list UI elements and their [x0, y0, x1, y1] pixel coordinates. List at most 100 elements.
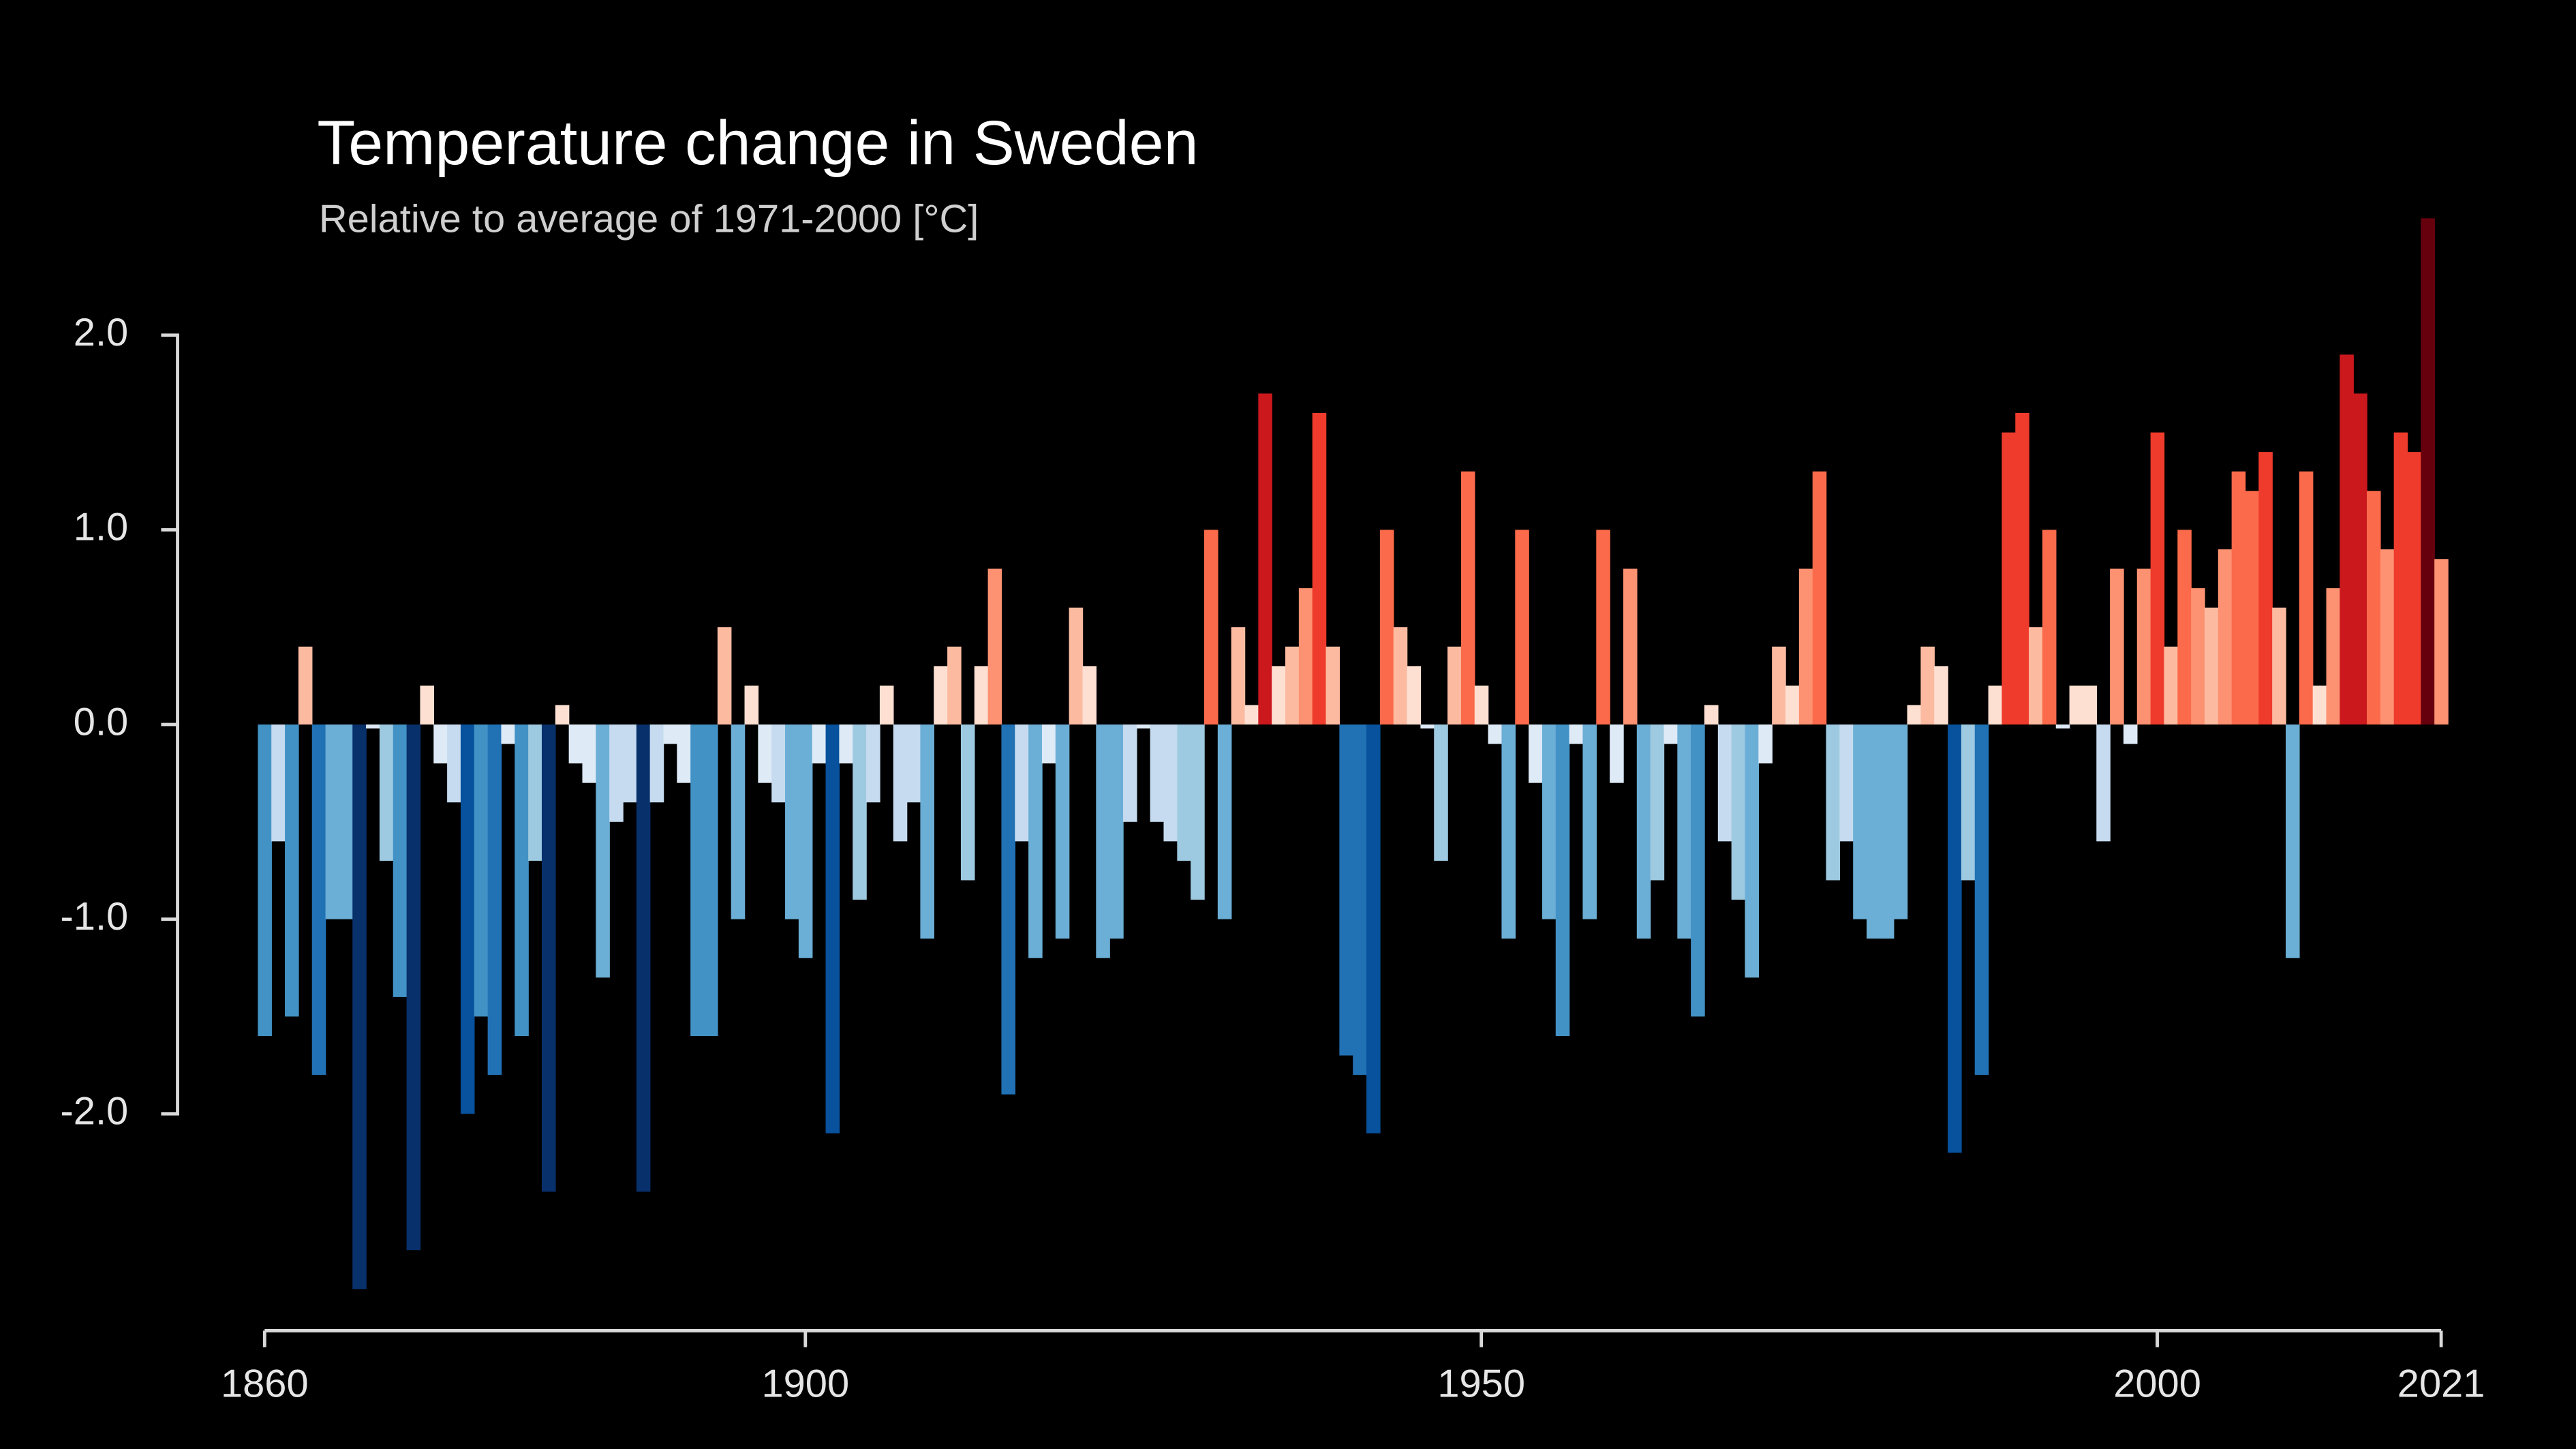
bar: [1434, 724, 1448, 861]
bar: [1623, 568, 1638, 724]
bar: [474, 724, 489, 1017]
bar: [1096, 724, 1110, 958]
bar: [1853, 724, 1867, 919]
bar: [1015, 724, 1029, 842]
bar: [690, 724, 705, 1037]
bar: [1785, 685, 1800, 724]
bar: [1217, 724, 1232, 919]
bar: [1745, 724, 1760, 978]
bar: [1069, 607, 1084, 724]
bar: [960, 724, 975, 881]
bar: [1610, 724, 1624, 783]
bar: [663, 724, 678, 744]
bar: [1122, 724, 1137, 822]
bar: [1501, 724, 1516, 939]
bar: [515, 724, 529, 1037]
bar: [987, 568, 1002, 724]
bar: [433, 724, 448, 764]
bar: [1582, 724, 1597, 919]
bar: [1731, 724, 1746, 900]
bar: [2299, 471, 2314, 724]
bar: [2258, 452, 2273, 724]
bar: [1420, 724, 1435, 729]
bar: [649, 724, 664, 803]
bar: [2393, 432, 2408, 724]
bar: [1636, 724, 1651, 939]
bar: [1191, 724, 1205, 900]
bar: [1515, 530, 1529, 724]
y-tick-label: -1.0: [61, 895, 129, 939]
bar: [406, 724, 421, 1251]
bar: [2096, 724, 2111, 842]
x-tick-label: 2021: [2397, 1362, 2485, 1406]
bar: [1717, 724, 1732, 842]
bar: [1988, 685, 2003, 724]
bar: [731, 724, 746, 919]
bar: [2136, 568, 2151, 724]
bar: [379, 724, 394, 861]
bar: [528, 724, 542, 861]
bar: [2164, 646, 2179, 724]
bar: [1677, 724, 1691, 939]
bar: [582, 724, 597, 783]
bar: [1704, 705, 1719, 724]
bar: [798, 724, 813, 958]
bar: [2083, 685, 2097, 724]
bar: [866, 724, 880, 803]
bar: [2191, 588, 2205, 724]
bar: [1663, 724, 1678, 744]
bar: [893, 724, 908, 842]
bar: [1285, 646, 1300, 724]
x-tick-label: 1950: [1437, 1362, 1525, 1406]
y-tick-label: 0.0: [74, 700, 128, 744]
bar: [2150, 432, 2165, 724]
bar: [2042, 530, 2057, 724]
bar: [609, 724, 624, 822]
bar: [2055, 724, 2070, 729]
bar: [1474, 685, 1489, 724]
bar: [1650, 724, 1665, 881]
bar: [920, 724, 934, 939]
bar: [636, 724, 651, 1192]
bar: [1325, 646, 1340, 724]
bar: [1231, 627, 1246, 724]
bar: [1798, 568, 1813, 724]
bar: [1366, 724, 1381, 1133]
bar: [1407, 666, 1422, 724]
y-tick-label: -2.0: [61, 1090, 129, 1133]
bar: [1258, 393, 1272, 724]
bar: [1204, 530, 1218, 724]
bar: [1082, 666, 1097, 724]
bar: [487, 724, 502, 1076]
bar: [771, 724, 786, 803]
bar: [366, 724, 380, 729]
bar: [812, 724, 827, 764]
bar: [1150, 724, 1165, 822]
y-tick-label: 1.0: [74, 506, 128, 549]
bar: [1041, 724, 1056, 764]
bar: [2312, 685, 2327, 724]
bar: [1974, 724, 1989, 1076]
bar: [258, 724, 272, 1037]
bar: [1758, 724, 1773, 764]
bar: [1948, 724, 1962, 1153]
bar: [325, 724, 340, 919]
bar: [2029, 627, 2043, 724]
bar: [1555, 724, 1570, 1037]
bar: [1961, 724, 1976, 881]
bar: [1542, 724, 1557, 919]
bar: [2421, 218, 2435, 724]
bar: [1460, 471, 1475, 724]
bar: [1163, 724, 1178, 842]
bar: [2245, 491, 2260, 724]
bar: [447, 724, 461, 803]
bar: [501, 724, 516, 744]
bar: [1055, 724, 1070, 939]
chart-subtitle: Relative to average of 1971-2000 [°C]: [319, 198, 979, 241]
bar: [839, 724, 853, 764]
bar: [352, 724, 367, 1290]
bar: [1529, 724, 1543, 783]
bar: [1298, 588, 1313, 724]
bar: [934, 666, 948, 724]
bar: [744, 685, 759, 724]
